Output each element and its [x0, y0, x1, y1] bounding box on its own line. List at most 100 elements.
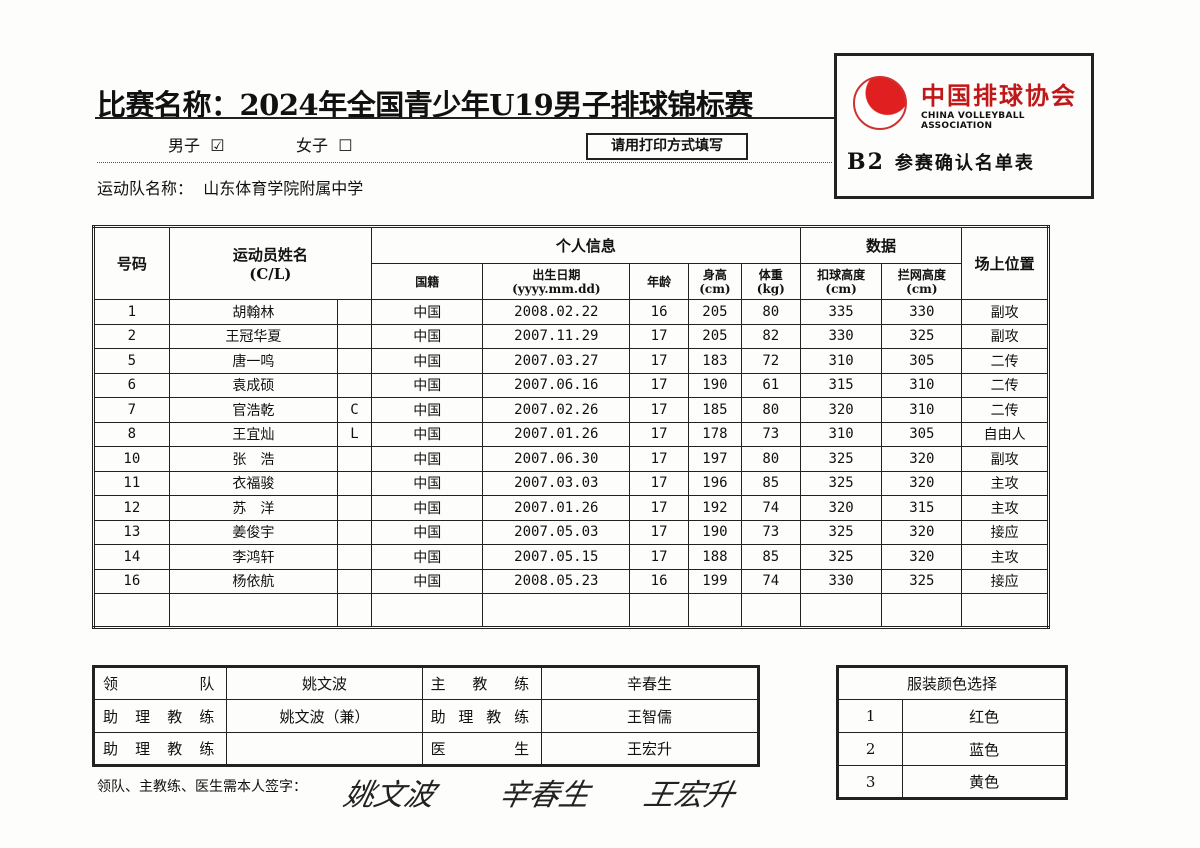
table-cell: 17 — [629, 470, 689, 496]
table-cell: 唐一鸣 — [168, 348, 339, 374]
table-cell: 2007.01.26 — [482, 495, 631, 521]
table-cell: 325 — [799, 446, 883, 472]
table-cell: 14 — [93, 544, 170, 570]
table-cell — [337, 323, 372, 349]
table-cell: 2007.01.26 — [482, 421, 631, 447]
table-cell: 330 — [799, 568, 883, 594]
table-cell: 官浩乾 — [168, 397, 339, 423]
male-option[interactable]: 男子 ☑ — [168, 136, 225, 155]
table-cell: 杨依航 — [168, 568, 339, 594]
table-cell: 320 — [881, 446, 963, 472]
table-cell: 17 — [629, 348, 689, 374]
table-cell: 张 浩 — [168, 446, 339, 472]
table-cell: 6 — [93, 372, 170, 398]
table-cell: 自由人 — [961, 421, 1049, 447]
table-cell: 中国 — [370, 568, 484, 594]
table-cell: 李鸿轩 — [168, 544, 339, 570]
table-cell: 2007.11.29 — [482, 323, 631, 349]
table-cell — [337, 299, 372, 325]
table-cell: 中国 — [370, 446, 484, 472]
header-nationality: 国籍 — [370, 263, 484, 300]
table-cell: 苏 洋 — [168, 495, 339, 521]
signature: 王宏升 — [640, 778, 738, 813]
table-cell: 2007.05.15 — [482, 544, 631, 570]
logo-box: 中国排球协会 CHINA VOLLEYBALL ASSOCIATION B2 参赛… — [834, 53, 1094, 199]
table-cell: 16 — [629, 299, 689, 325]
table-cell: 335 — [799, 299, 883, 325]
table-cell: 74 — [740, 495, 801, 521]
staff-name: 王宏升 — [541, 732, 759, 766]
table-cell — [337, 348, 372, 374]
table-cell: 305 — [881, 348, 963, 374]
table-row: 7 官浩乾 C 中国 2007.02.26 17 185 80 320 310 二传 — [93, 397, 1049, 423]
table-cell: 320 — [799, 495, 883, 521]
table-cell: 二传 — [961, 372, 1049, 398]
uniform-option: 2 蓝色 — [836, 732, 1067, 766]
staff-role: 助理教练 — [92, 699, 228, 733]
table-cell: 副攻 — [961, 299, 1049, 325]
table-cell: 320 — [799, 397, 883, 423]
option-number: 2 — [836, 732, 904, 766]
table-cell: 2007.03.27 — [482, 348, 631, 374]
table-row: 16 杨依航 中国 2008.05.23 16 199 74 330 325 接应 — [93, 568, 1049, 594]
female-checkbox[interactable]: ☐ — [338, 136, 353, 155]
header-height: 身高 (cm) — [687, 263, 742, 300]
table-cell: 185 — [687, 397, 742, 423]
table-cell: 310 — [799, 421, 883, 447]
table-cell: 85 — [740, 544, 801, 570]
signature: 辛春生 — [495, 778, 593, 813]
table-cell: 中国 — [370, 519, 484, 545]
table-cell: 74 — [740, 568, 801, 594]
table-cell: 姜俊宇 — [168, 519, 339, 545]
color-name: 红色 — [902, 699, 1067, 733]
association-name-en: CHINA VOLLEYBALL ASSOCIATION — [921, 111, 1025, 131]
table-cell: 13 — [93, 519, 170, 545]
team-name: 运动队名称： 山东体育学院附属中学 — [97, 179, 364, 198]
staff-role: 助理教练 — [421, 699, 543, 733]
table-cell: 主攻 — [961, 470, 1049, 496]
staff-table: 领队 姚文波 主教练 辛春生 助理教练 姚文波（兼） 助理教练 王智儒 助理教练 医生 王宏升 — [92, 665, 760, 767]
header-birth: 出生日期 (yyyy.mm.dd) — [482, 263, 631, 300]
table-cell: 80 — [740, 446, 801, 472]
table-cell: 中国 — [370, 495, 484, 521]
table-cell: 2007.06.16 — [482, 372, 631, 398]
staff-name: 姚文波（兼） — [226, 699, 423, 733]
header-stats: 数据 — [799, 226, 963, 264]
table-cell: 73 — [740, 519, 801, 545]
table-cell: 205 — [687, 323, 742, 349]
table-cell: 5 — [93, 348, 170, 374]
staff-name — [226, 732, 423, 766]
table-cell: 85 — [740, 470, 801, 496]
table-cell: 10 — [93, 446, 170, 472]
table-cell — [337, 568, 372, 594]
table-cell: 主攻 — [961, 544, 1049, 570]
color-name: 蓝色 — [902, 732, 1067, 766]
female-option[interactable]: 女子 ☐ — [296, 136, 353, 155]
table-cell: 主攻 — [961, 495, 1049, 521]
table-cell: 183 — [687, 348, 742, 374]
table-cell: 中国 — [370, 421, 484, 447]
table-cell: 17 — [629, 519, 689, 545]
table-cell: 中国 — [370, 544, 484, 570]
uniform-option: 3 黄色 — [836, 765, 1067, 799]
table-cell — [337, 519, 372, 545]
uniform-title: 服装颜色选择 — [837, 666, 1067, 700]
table-cell: 192 — [687, 495, 742, 521]
table-cell: C — [337, 397, 372, 423]
table-cell: 190 — [687, 519, 742, 545]
table-cell: 72 — [740, 348, 801, 374]
table-cell: 16 — [93, 568, 170, 594]
staff-row: 助理教练 姚文波（兼） 助理教练 王智儒 — [92, 699, 759, 733]
table-cell: 7 — [93, 397, 170, 423]
table-cell: 王宜灿 — [168, 421, 339, 447]
staff-role: 领队 — [92, 666, 228, 700]
table-cell: 中国 — [370, 397, 484, 423]
table-row: 8 王宜灿 L 中国 2007.01.26 17 178 73 310 305 自由人 — [93, 421, 1049, 447]
male-checkbox[interactable]: ☑ — [210, 136, 225, 155]
table-cell: 325 — [799, 544, 883, 570]
header-personal: 个人信息 — [370, 226, 801, 264]
association-name: 中国排球协会 — [921, 81, 1077, 110]
table-cell — [337, 446, 372, 472]
staff-role: 医生 — [421, 732, 543, 766]
table-row: 10 张 浩 中国 2007.06.30 17 197 80 325 320 副攻 — [93, 446, 1049, 472]
